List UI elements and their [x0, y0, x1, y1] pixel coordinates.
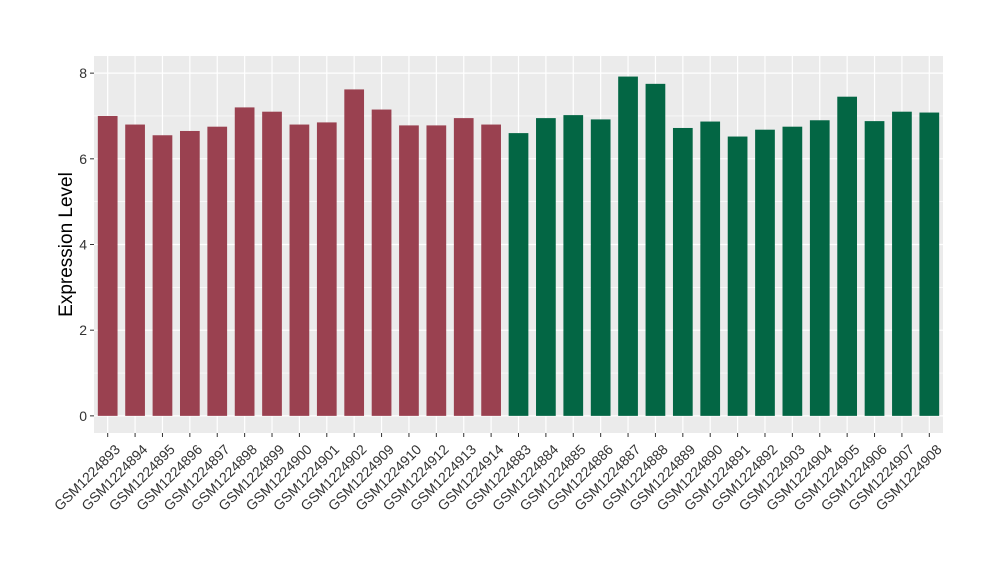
bar-GSM1224896 [179, 130, 200, 416]
bar-GSM1224899 [262, 111, 282, 416]
bar-GSM1224914 [481, 124, 501, 416]
bar-GSM1224892 [755, 129, 775, 416]
bar-GSM1224913 [453, 118, 474, 416]
bar-GSM1224894 [125, 124, 145, 416]
bar-GSM1224895 [152, 135, 173, 416]
bar-GSM1224908 [919, 112, 940, 416]
bar-GSM1224888 [645, 83, 666, 416]
bar-GSM1224904 [809, 120, 830, 416]
bar-GSM1224891 [727, 136, 748, 416]
bar-GSM1224907 [892, 111, 912, 416]
y-axis-title: Expression Level [56, 172, 77, 317]
y-tick-label: 0 [79, 408, 87, 424]
bar-GSM1224893 [97, 115, 118, 416]
bar-GSM1224909 [371, 109, 392, 416]
bar-GSM1224884 [536, 118, 556, 416]
bar-GSM1224890 [700, 121, 721, 416]
y-tick-label: 6 [79, 151, 87, 167]
bar-GSM1224906 [864, 121, 885, 416]
bar-GSM1224912 [426, 125, 447, 416]
bar-GSM1224889 [672, 127, 693, 416]
bar-GSM1224910 [399, 125, 419, 416]
bar-GSM1224885 [563, 115, 584, 416]
bar-GSM1224898 [234, 107, 255, 416]
bar-GSM1224901 [316, 122, 337, 416]
bar-GSM1224903 [782, 126, 803, 416]
bar-GSM1224897 [207, 126, 228, 416]
bar-GSM1224902 [344, 89, 365, 416]
bar-GSM1224883 [508, 133, 529, 416]
bar-GSM1224900 [289, 124, 310, 416]
y-tick-label: 2 [79, 322, 87, 338]
y-tick-label: 8 [79, 65, 87, 81]
bar-GSM1224887 [618, 76, 638, 416]
bar-GSM1224886 [590, 119, 611, 416]
bar-GSM1224905 [837, 96, 858, 416]
y-tick-label: 4 [79, 237, 87, 253]
